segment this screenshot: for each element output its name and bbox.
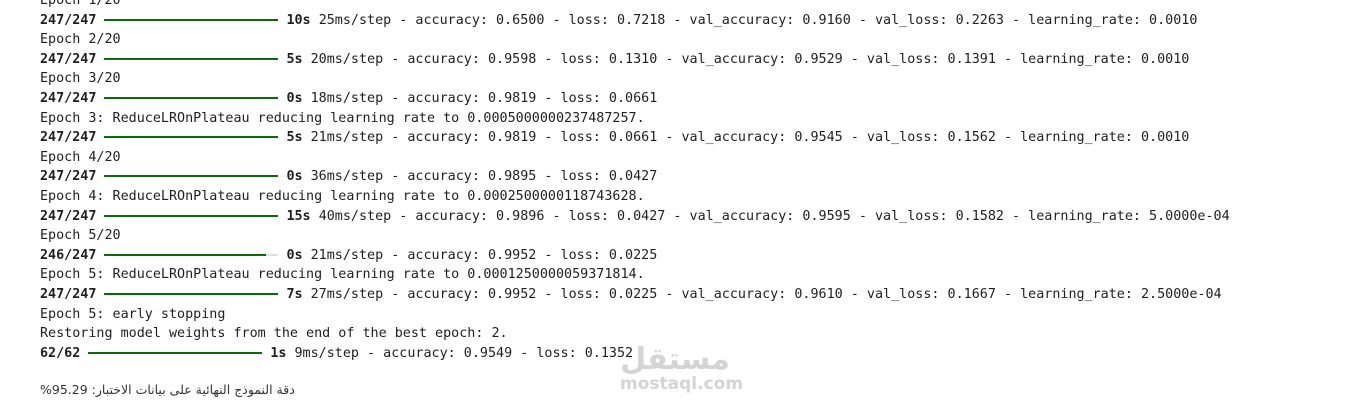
progress-line: 247/247 7s 27ms/step - accuracy: 0.9952 -… — [40, 285, 1230, 305]
progress-bar — [104, 175, 279, 178]
metrics: 27ms/step - accuracy: 0.9952 - loss: 0.0… — [310, 286, 1222, 302]
metrics: 9ms/step - accuracy: 0.9549 - loss: 0.13… — [294, 345, 634, 361]
step-count: 62/62 — [40, 345, 81, 361]
progress-fill — [104, 136, 279, 139]
elapsed-time: 0s — [286, 247, 303, 263]
step-count: 247/247 — [40, 208, 97, 224]
metrics: 18ms/step - accuracy: 0.9819 - loss: 0.0… — [310, 90, 658, 106]
metrics: 36ms/step - accuracy: 0.9895 - loss: 0.0… — [310, 169, 658, 185]
progress-bar — [104, 214, 279, 217]
log-line: Epoch 5: ReduceLROnPlateau reducing lear… — [40, 267, 645, 283]
elapsed-time: 10s — [286, 12, 311, 28]
log-line: Epoch 2/20 — [40, 32, 121, 48]
step-count: 247/247 — [40, 286, 97, 302]
progress-line: 247/247 0s 18ms/step - accuracy: 0.9819 -… — [40, 89, 1230, 109]
log-line: Epoch 4: ReduceLROnPlateau reducing lear… — [40, 188, 645, 204]
metrics: 21ms/step - accuracy: 0.9819 - loss: 0.0… — [310, 130, 1190, 146]
elapsed-time: 0s — [286, 169, 303, 185]
final-accuracy-output: دقة النموذج النهائية على بيانات الاختبار… — [40, 382, 295, 397]
step-count: 247/247 — [40, 169, 97, 185]
progress-bar — [104, 18, 279, 21]
progress-bar — [104, 96, 279, 99]
step-count: 246/247 — [40, 247, 97, 263]
progress-fill — [104, 253, 267, 256]
log-line: Epoch 4/20 — [40, 149, 121, 165]
watermark-logo: مستقل — [620, 342, 730, 377]
progress-line: 247/247 5s 21ms/step - accuracy: 0.9819 -… — [40, 128, 1230, 148]
step-count: 247/247 — [40, 12, 97, 28]
progress-bar — [104, 136, 279, 139]
progress-bar — [88, 351, 263, 354]
log-line: Epoch 3/20 — [40, 71, 121, 87]
log-line: Epoch 5/20 — [40, 228, 121, 244]
progress-line: 247/247 0s 36ms/step - accuracy: 0.9895 -… — [40, 167, 1230, 187]
log-line: Epoch 1/20 — [40, 0, 121, 8]
progress-line: 62/62 1s 9ms/step - accuracy: 0.9549 - lo… — [40, 344, 1230, 364]
metrics: 25ms/step - accuracy: 0.6500 - loss: 0.7… — [318, 12, 1198, 28]
log-line: Restoring model weights from the end of … — [40, 326, 508, 342]
elapsed-time: 5s — [286, 130, 303, 146]
metrics: 40ms/step - accuracy: 0.9896 - loss: 0.0… — [318, 208, 1230, 224]
progress-line: 247/247 15s 40ms/step - accuracy: 0.9896 … — [40, 207, 1230, 227]
cell-output: Epoch 1/20 247/247 10s 25ms/step - accurac… — [40, 0, 1230, 363]
mostaql-watermark: مستقل mostaql.com — [620, 342, 744, 394]
step-count: 247/247 — [40, 90, 97, 106]
step-count: 247/247 — [40, 51, 97, 67]
watermark-url: mostaql.com — [620, 374, 744, 394]
progress-fill — [104, 292, 279, 295]
progress-bar — [104, 253, 279, 256]
progress-line: 247/247 5s 20ms/step - accuracy: 0.9598 -… — [40, 50, 1230, 70]
final-accuracy-text: دقة النموذج النهائية على بيانات الاختبار… — [40, 382, 295, 397]
progress-bar — [104, 57, 279, 60]
metrics: 20ms/step - accuracy: 0.9598 - loss: 0.1… — [310, 51, 1190, 67]
progress-fill — [104, 175, 279, 178]
progress-line: 246/247 0s 21ms/step - accuracy: 0.9952 -… — [40, 246, 1230, 266]
progress-fill — [104, 214, 279, 217]
log-line: Epoch 3: ReduceLROnPlateau reducing lear… — [40, 110, 645, 126]
log-line: Epoch 5: early stopping — [40, 306, 226, 322]
progress-fill — [104, 57, 279, 60]
elapsed-time: 5s — [286, 51, 303, 67]
progress-fill — [88, 351, 263, 354]
progress-fill — [104, 18, 279, 21]
elapsed-time: 15s — [286, 208, 311, 224]
elapsed-time: 1s — [270, 345, 287, 361]
progress-bar — [104, 292, 279, 295]
progress-fill — [104, 96, 279, 99]
elapsed-time: 0s — [286, 90, 303, 106]
progress-line: 247/247 10s 25ms/step - accuracy: 0.6500 … — [40, 11, 1230, 31]
step-count: 247/247 — [40, 130, 97, 146]
elapsed-time: 7s — [286, 286, 303, 302]
metrics: 21ms/step - accuracy: 0.9952 - loss: 0.0… — [310, 247, 658, 263]
